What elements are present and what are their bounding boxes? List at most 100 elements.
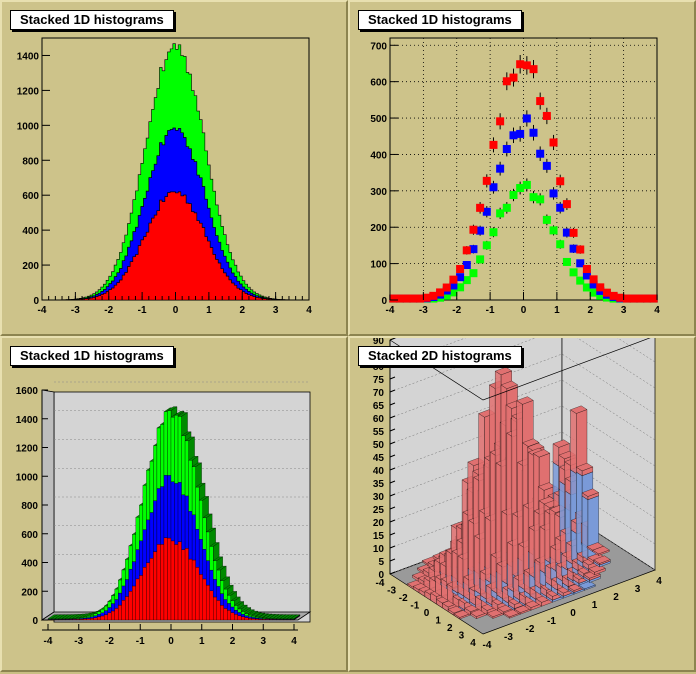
data-marker [449, 275, 458, 284]
y-tick-label: -1 [410, 601, 419, 612]
z-tick [389, 571, 396, 575]
data-marker [576, 245, 585, 254]
z-tick-label: 15 [373, 531, 385, 542]
data-marker [462, 261, 471, 270]
data-marker [516, 184, 525, 193]
lego-bar-series-1 [167, 537, 172, 621]
lego-bar-series-2 [244, 615, 249, 618]
y-tick-label: 1000 [17, 121, 40, 132]
x-tick-label: 1 [206, 305, 212, 316]
lego-bar-series-2 [139, 540, 144, 576]
x-tick-label: 3 [621, 305, 627, 316]
data-marker [589, 280, 598, 289]
pad-top-left[interactable]: -4 -3 -2 -1 0 1 2 3 4 0 200 400 600 800 1000 1200 1400 S… [0, 0, 348, 336]
lego-bar-series-3 [276, 618, 281, 620]
lego-bar-series-2 [237, 612, 242, 616]
lego-bar-series-2 [167, 475, 172, 539]
lego-bar-series-2 [170, 481, 175, 542]
lego-cell-top [593, 555, 611, 564]
lego-bar-series-2 [160, 486, 165, 545]
lego-bar-series-3 [114, 588, 119, 600]
grid-line [389, 338, 656, 393]
lego-bar-series-2 [223, 599, 228, 609]
y-tick-label: 1400 [17, 51, 40, 62]
data-marker [456, 283, 465, 292]
data-marker [522, 114, 531, 123]
data-marker [529, 128, 538, 137]
y-tick-label: 1400 [16, 415, 39, 426]
z-tick [389, 415, 396, 419]
x-tick-label: 4 [291, 636, 297, 647]
data-marker [536, 97, 545, 106]
data-marker [482, 207, 491, 216]
y-tick-label: 2 [447, 623, 453, 634]
x-tick-label: 0 [173, 305, 179, 316]
y-tick-label: 0 [33, 296, 39, 307]
lego-bar-series-2 [100, 612, 105, 617]
z-tick-label: 55 [373, 427, 385, 438]
lego-bar-series-2 [149, 512, 154, 559]
lego-bar-series-1 [90, 618, 94, 621]
pad-bottom-right[interactable]: 051015202530354045505560657075808590-4-3… [348, 336, 696, 672]
z-tick-label: 10 [373, 544, 385, 555]
x-tick-label: 3 [635, 584, 641, 595]
data-marker [476, 203, 485, 212]
lego-cell-top [516, 396, 534, 405]
data-marker [429, 291, 438, 300]
y-tick-label: 0 [381, 296, 387, 307]
y-tick-label: 800 [21, 501, 38, 512]
z-tick-label: 35 [373, 479, 385, 490]
pad-top-right[interactable]: -4 -3 -2 -1 0 1 2 3 4 0 100 200 300 400 500 600 700 Stac… [348, 0, 696, 336]
x-tick-label: -2 [104, 305, 113, 316]
data-marker [642, 294, 651, 303]
lego-2d-chart: 051015202530354045505560657075808590-4-3… [373, 338, 662, 651]
y-tick-label: 400 [370, 150, 387, 161]
lego-bar-series-3 [90, 615, 94, 617]
lego-bar-series-2 [230, 606, 235, 613]
z-tick-label: 80 [373, 362, 385, 373]
pad-title: Stacked 1D histograms [10, 346, 174, 366]
lego-bar-series-1 [86, 618, 91, 621]
lego-cell-top [500, 380, 518, 389]
data-marker [582, 271, 591, 280]
data-marker [649, 294, 658, 303]
lego-bar-series-3 [188, 460, 193, 512]
lego-bar-series-3 [202, 517, 207, 550]
lego-bar-series-2 [97, 614, 101, 618]
lego-bar-series-2 [234, 609, 238, 615]
lego-bar-series-3 [93, 613, 98, 616]
z-tick [389, 480, 396, 484]
lego-bar-series-1 [234, 614, 238, 621]
lego-bar-series-2 [128, 568, 133, 592]
y-tick-label: 1000 [16, 472, 39, 483]
lego-bar-series-2 [174, 483, 179, 545]
pad-bottom-left[interactable]: 0 200 400 600 800 1000 1200 1400 1600 -4 -3 -2 -1 0 1 2… [0, 336, 348, 672]
data-marker [482, 176, 491, 185]
lego-bar-series-3 [230, 600, 235, 608]
lego-bar-series-2 [90, 616, 94, 619]
x-tick-label: -1 [547, 616, 556, 627]
lego-bar-series-2 [181, 494, 186, 550]
y-tick-label: -3 [387, 586, 396, 597]
x-tick-label: -4 [483, 640, 492, 651]
lego-bar-series-3 [237, 608, 242, 613]
x-tick-label: -3 [71, 305, 80, 316]
lego-bar-series-3 [216, 569, 221, 587]
z-tick [389, 467, 396, 471]
data-marker [629, 294, 638, 303]
lego-bar-series-2 [125, 579, 129, 597]
lego-bar-series-3 [167, 410, 172, 476]
lego-bar-series-3 [139, 504, 144, 542]
data-marker [562, 200, 571, 209]
chart-area-2: -4 -3 -2 -1 0 1 2 3 4 0 100 200 300 400 500 600 700 [370, 37, 660, 316]
lego-bar-series-1 [142, 567, 147, 621]
data-marker [589, 275, 598, 284]
lego-bar-series-3 [68, 618, 73, 620]
lego-bar-series-3 [160, 424, 165, 487]
grid-line [389, 405, 656, 471]
histogram-markers-chart: -4 -3 -2 -1 0 1 2 3 4 0 100 200 300 400 500 600 700 [370, 37, 660, 316]
lego-bar-series-2 [248, 616, 252, 619]
data-marker [516, 129, 525, 138]
lego-bar-series-3 [258, 617, 263, 619]
x-tick-label: 2 [230, 636, 236, 647]
